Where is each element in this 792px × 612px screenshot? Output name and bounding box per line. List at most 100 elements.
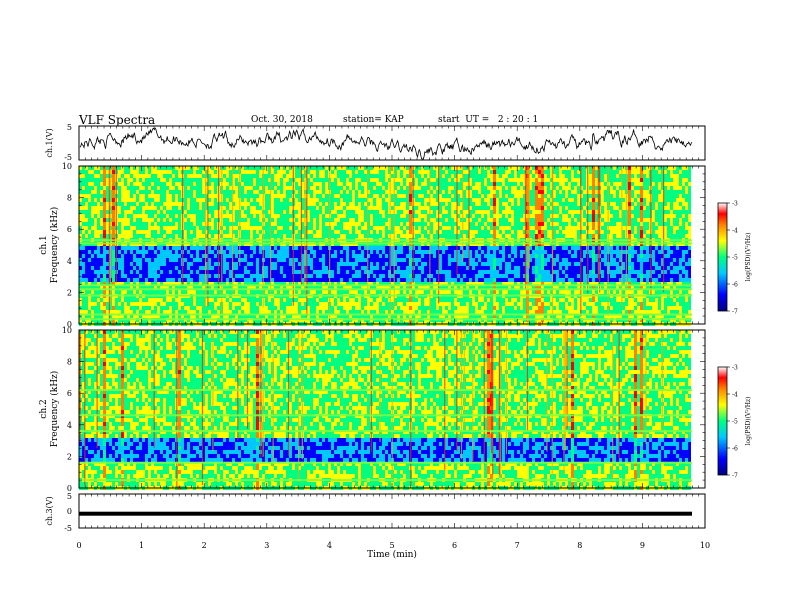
spectrogram-cell <box>124 202 127 206</box>
spectrogram-cell <box>184 178 187 182</box>
spectrogram-cell <box>343 210 346 214</box>
spectrogram-cell <box>139 182 142 186</box>
spectrogram-cell <box>151 266 154 270</box>
spectrogram-cell <box>385 302 388 306</box>
spectrogram-cell <box>286 202 289 206</box>
spectrogram-cell <box>103 166 106 170</box>
spectrogram-cell <box>151 226 154 230</box>
spectrogram-cell <box>331 174 334 178</box>
spectrogram-cell <box>130 246 133 250</box>
spectrogram-cell <box>385 218 388 222</box>
spectrogram-cell <box>103 198 106 202</box>
spectrogram-cell <box>142 166 145 170</box>
spectrogram-cell <box>352 226 355 230</box>
spectrogram-cell <box>271 166 274 170</box>
spectrogram-cell <box>190 190 193 194</box>
spectrogram-cell <box>310 182 313 186</box>
spectrogram-cell <box>379 170 382 174</box>
spectrogram-cell <box>361 222 364 226</box>
spectrogram-cell <box>169 302 172 306</box>
spectrogram-cell <box>277 234 280 238</box>
spectrogram-cell <box>355 298 358 302</box>
spectrogram-cell <box>346 194 349 198</box>
spectrogram-cell <box>340 278 343 282</box>
spectrogram-cell <box>433 234 436 238</box>
spectrogram-cell <box>301 290 304 294</box>
spectrogram-cell <box>106 182 109 186</box>
spectrogram-cell <box>286 258 289 262</box>
spectrogram-cell <box>253 302 256 306</box>
spectrogram-cell <box>226 206 229 210</box>
spectrogram-cell <box>97 186 100 190</box>
spectrogram-cell <box>190 258 193 262</box>
spectrogram-cell <box>295 266 298 270</box>
spectrogram-cell <box>385 270 388 274</box>
spectrogram-cell <box>280 166 283 170</box>
spectrogram-cell <box>214 194 217 198</box>
spectrogram-cell <box>253 262 256 266</box>
spectrogram-cell <box>274 230 277 234</box>
spectrogram-cell <box>157 274 160 278</box>
spectrogram-cell <box>313 194 316 198</box>
spectrogram-cell <box>82 198 85 202</box>
spectrogram-cell <box>274 258 277 262</box>
spectrogram-cell <box>148 270 151 274</box>
spectrogram-cell <box>277 230 280 234</box>
spectrogram-cell <box>256 194 259 198</box>
spectrogram-cell <box>247 174 250 178</box>
spectrogram-cell <box>97 170 100 174</box>
spectrogram-cell <box>163 178 166 182</box>
spectrogram-cell <box>283 274 286 278</box>
spectrogram-cell <box>400 202 403 206</box>
spectrogram-cell <box>286 262 289 266</box>
spectrogram-cell <box>133 310 136 314</box>
spectrogram-cell <box>103 234 106 238</box>
spectrogram-cell <box>136 266 139 270</box>
spectrogram-cell <box>232 302 235 306</box>
spectrogram-cell <box>223 234 226 238</box>
spectrogram-cell <box>433 194 436 198</box>
spectrogram-cell <box>211 170 214 174</box>
spectrogram-cell <box>178 270 181 274</box>
spectrogram-cell <box>382 246 385 250</box>
spectrogram-cell <box>352 258 355 262</box>
spectrogram-cell <box>112 202 115 206</box>
spectrogram-cell <box>421 190 424 194</box>
spectrogram-cell <box>124 254 127 258</box>
spectrogram-cell <box>193 210 196 214</box>
spectrogram-cell <box>379 290 382 294</box>
spectrogram-cell <box>376 250 379 254</box>
spectrogram-cell <box>433 178 436 182</box>
spectrogram-cell <box>214 198 217 202</box>
spectrogram-cell <box>112 214 115 218</box>
spectrogram-cell <box>319 246 322 250</box>
spectrogram-cell <box>250 254 253 258</box>
spectrogram-cell <box>343 230 346 234</box>
spectrogram-cell <box>130 206 133 210</box>
spectrogram-cell <box>352 182 355 186</box>
spectrogram-cell <box>82 250 85 254</box>
spectrogram-cell <box>97 194 100 198</box>
spectrogram-cell <box>244 226 247 230</box>
spectrogram-cell <box>334 194 337 198</box>
spectrogram-cell <box>265 218 268 222</box>
spectrogram-cell <box>196 262 199 266</box>
spectrogram-cell <box>94 246 97 250</box>
spectrogram-cell <box>310 218 313 222</box>
spectrogram-cell <box>193 182 196 186</box>
spectrogram-cell <box>211 262 214 266</box>
spectrogram-cell <box>97 198 100 202</box>
spectrogram-cell <box>214 306 217 310</box>
spectrogram-cell <box>352 290 355 294</box>
spectrogram-cell <box>160 310 163 314</box>
spectrogram-cell <box>352 170 355 174</box>
spectrogram-cell <box>244 190 247 194</box>
spectrogram-cell <box>130 266 133 270</box>
spectrogram-cell <box>214 170 217 174</box>
spectrogram-cell <box>250 278 253 282</box>
spectrogram-cell <box>172 274 175 278</box>
spectrogram-cell <box>280 194 283 198</box>
spectrogram-cell <box>85 258 88 262</box>
spectrogram-cell <box>310 170 313 174</box>
spectrogram-cell <box>259 194 262 198</box>
